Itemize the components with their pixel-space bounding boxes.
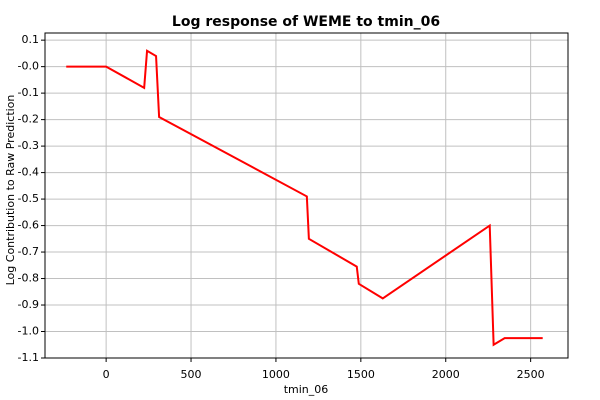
chart-title: Log response of WEME to tmin_06 <box>172 14 440 30</box>
line-series <box>66 49 543 347</box>
x-tick-label: 2500 <box>517 368 545 381</box>
x-tick-label: 2000 <box>432 368 460 381</box>
y-tick-label: -1.0 <box>18 325 39 338</box>
y-tick-label: -0.5 <box>18 192 39 205</box>
y-tick-label: -0.9 <box>18 298 39 311</box>
x-tick-label: 0 <box>103 368 110 381</box>
y-tick-label: 0.1 <box>22 33 40 46</box>
plot-frame <box>44 32 569 359</box>
x-tick-label: 500 <box>181 368 202 381</box>
y-axis-label: Log Contribution to Raw Prediction <box>4 95 17 286</box>
x-axis-label: tmin_06 <box>284 383 329 396</box>
y-tick-label: -1.1 <box>18 351 39 364</box>
y-tick-label: -0.2 <box>18 113 39 126</box>
x-tick-label: 1500 <box>347 368 375 381</box>
x-tick-label: 1000 <box>262 368 290 381</box>
y-tick-label: -0.6 <box>18 219 39 232</box>
y-tick-label: -0.7 <box>18 245 39 258</box>
y-tick-label: -0.0 <box>18 60 39 73</box>
y-tick-label: -0.4 <box>18 166 39 179</box>
y-tick-label: -0.3 <box>18 139 39 152</box>
y-tick-label: -0.8 <box>18 272 39 285</box>
y-tick-label: -0.1 <box>18 86 39 99</box>
